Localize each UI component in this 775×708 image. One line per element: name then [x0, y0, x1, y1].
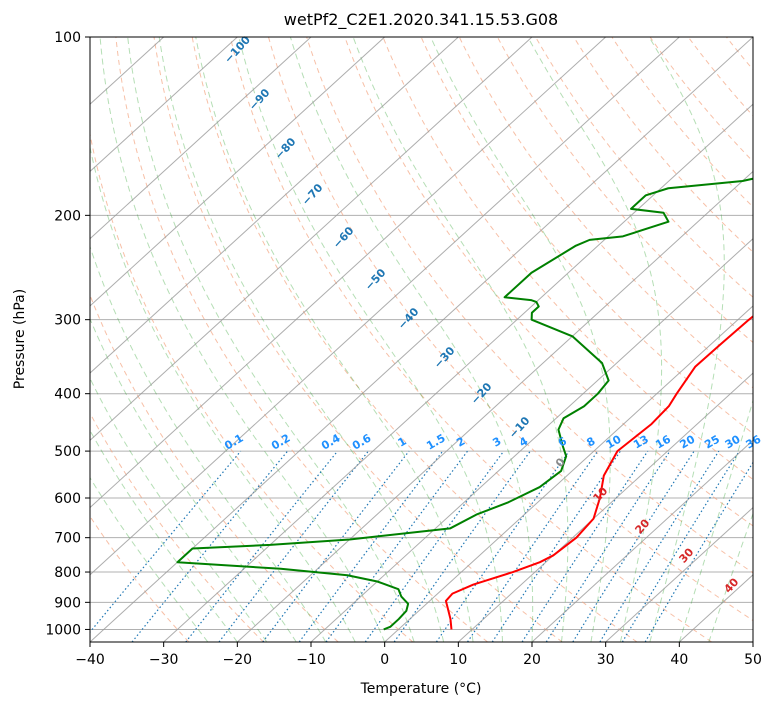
mixing-ratio-line	[572, 450, 695, 642]
y-tick-label: 1000	[45, 622, 81, 638]
moist-adiabat-line	[238, 37, 504, 642]
dry-adiabats	[90, 37, 753, 642]
dry-adiabat-line	[115, 37, 488, 642]
dry-adiabat-line	[496, 37, 753, 344]
moist-adiabat-line	[158, 37, 445, 642]
mixing-ratio-line	[644, 461, 753, 642]
mixing-ratio-line	[131, 450, 289, 642]
x-axis-label: Temperature (°C)	[360, 681, 482, 697]
chart-title: wetPf2_C2E1.2020.341.15.53.G08	[284, 10, 558, 30]
moist-adiabat-line	[430, 37, 611, 642]
isotherm-line	[457, 372, 753, 642]
y-tick-label: 300	[54, 313, 81, 329]
y-tick-label: 900	[54, 595, 81, 611]
x-tick-label: 0	[380, 652, 389, 668]
dry-adiabat-line	[306, 37, 753, 574]
dry-adiabat-line	[573, 37, 753, 253]
isotherm-line	[90, 37, 680, 576]
x-tick-label: 10	[449, 652, 467, 668]
moist-adiabat-line	[90, 476, 209, 642]
y-tick-label: 800	[54, 565, 81, 581]
isobar-gridlines	[90, 37, 753, 630]
mixing-ratio-line	[218, 450, 369, 642]
dry-adiabat-line	[611, 37, 753, 208]
isotherm-line	[236, 170, 753, 642]
moist-adiabat-line	[127, 37, 415, 642]
dry-adiabat-line	[90, 293, 339, 642]
dry-adiabat-line	[191, 37, 638, 642]
dry-adiabat-line	[649, 37, 753, 163]
dry-adiabat-line	[153, 37, 563, 642]
y-axis-label: Pressure (hPa)	[12, 289, 28, 389]
y-tick-label: 400	[54, 387, 81, 403]
moist-adiabat-line	[90, 377, 268, 642]
mixing-ratio-line	[545, 450, 671, 642]
dry-adiabat-line	[535, 37, 753, 298]
moist-adiabat-line	[352, 37, 569, 642]
dry-adiabat-line	[268, 37, 753, 622]
isotherm-line	[90, 37, 238, 173]
isotherm-line	[90, 37, 533, 442]
isotherm-line	[384, 305, 753, 642]
isotherm-line	[90, 37, 386, 307]
moist-adiabat-line	[90, 245, 327, 642]
temperature-profile-line	[444, 315, 753, 630]
isotherm-line	[90, 37, 459, 374]
mixing-ratio-line	[90, 450, 242, 633]
plot-frame	[89, 36, 754, 643]
series-layer	[176, 177, 753, 631]
moist-adiabat-line	[527, 37, 663, 642]
dewpoint-profile-line	[176, 177, 753, 631]
y-tick-label: 500	[54, 444, 81, 460]
mixing-ratio-line	[393, 450, 531, 642]
moist-adiabat-line	[708, 512, 753, 642]
moist-adiabat-line	[678, 398, 753, 642]
x-tick-label: 30	[597, 652, 615, 668]
x-tick-label: 40	[670, 652, 688, 668]
y-tick-label: 700	[54, 531, 81, 547]
y-tick-label: 100	[54, 30, 81, 46]
mixing-ratio-lines	[90, 450, 753, 642]
mixing-ratio-line	[185, 450, 339, 642]
x-tick-label: 50	[744, 652, 762, 668]
mixing-ratio-line	[262, 450, 410, 642]
y-tick-label: 600	[54, 491, 81, 507]
x-tick-label: −20	[223, 652, 253, 668]
isotherm-gridlines	[90, 37, 753, 642]
moist-adiabats	[90, 37, 753, 642]
isotherm-line	[310, 237, 753, 642]
isotherm-line	[163, 103, 753, 642]
dry-adiabat-line	[229, 37, 712, 642]
moist-adiabat-line	[90, 317, 297, 642]
isotherm-line	[90, 37, 607, 509]
isotherm-line	[90, 37, 312, 240]
dry-adiabat-line	[90, 515, 190, 642]
x-tick-label: −40	[75, 652, 105, 668]
moist-adiabat-line	[648, 37, 725, 642]
x-axis-ticks: −40 −30 −20 −10 0 10 20 30 40 50	[75, 642, 762, 668]
moist-adiabat-line	[195, 37, 474, 642]
dry-adiabat-line	[90, 412, 264, 642]
x-tick-label: −30	[149, 652, 179, 668]
isotherm-line	[90, 37, 753, 642]
moist-adiabat-line	[90, 429, 238, 642]
isotherm-line	[605, 506, 753, 642]
isotherm-line	[531, 439, 753, 642]
moist-adiabat-line	[90, 144, 356, 642]
y-tick-label: 200	[54, 208, 81, 224]
moist-adiabat-line	[99, 37, 386, 642]
y-axis-ticks: 100 200 300 400 500 600 700 800 900 1000	[45, 30, 90, 638]
dry-adiabat-line	[90, 131, 414, 642]
x-tick-label: −10	[296, 652, 326, 668]
x-tick-label: 20	[523, 652, 541, 668]
mixing-ratio-line	[467, 450, 599, 642]
dry-adiabat-line	[382, 37, 753, 481]
moist-adiabat-line	[289, 37, 534, 642]
mixing-ratio-line	[599, 450, 720, 642]
mixing-ratio-line	[364, 450, 505, 642]
